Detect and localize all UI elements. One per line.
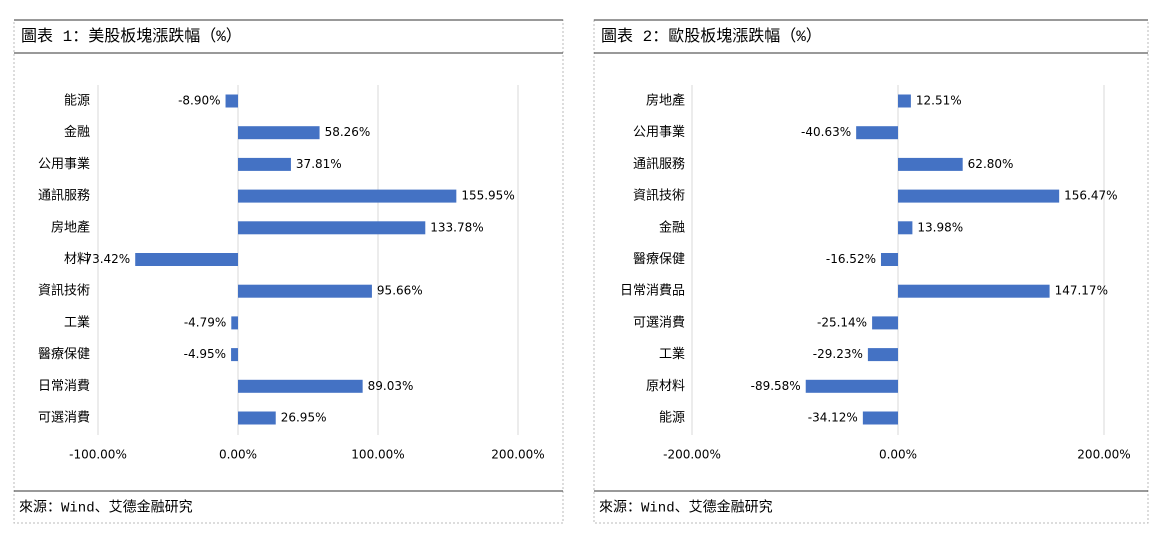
bar (238, 126, 320, 140)
category-label: 材料 (64, 252, 90, 267)
bar (238, 411, 276, 425)
category-label: 能源 (659, 411, 685, 426)
bar (238, 284, 372, 298)
bar (898, 189, 1060, 203)
category-label: 可選消費 (38, 411, 90, 426)
category-label: 資訊技術 (633, 189, 685, 204)
value-label: -89.58% (751, 379, 801, 393)
bar (898, 284, 1050, 298)
category-label: 通訊服務 (633, 157, 685, 172)
panel-border (13, 19, 564, 524)
category-label: 日常消費品 (620, 284, 685, 299)
bar (225, 94, 238, 108)
value-label: -25.14% (817, 315, 867, 329)
bar (231, 348, 238, 362)
category-label: 能源 (64, 94, 90, 109)
category-label: 可選消費 (633, 315, 685, 330)
bar (898, 94, 911, 108)
category-label: 工業 (659, 346, 685, 362)
category-label: 醫療保健 (633, 252, 685, 267)
bar (898, 221, 913, 235)
value-label: 156.47% (1064, 189, 1117, 203)
bar (867, 348, 898, 362)
value-label: 13.98% (917, 220, 963, 234)
category-label: 通訊服務 (38, 189, 90, 204)
value-label: 133.78% (430, 220, 483, 234)
chart-title: 圖表 1：美股板塊漲跌幅（%） (21, 27, 242, 46)
category-label: 資訊技術 (38, 284, 90, 299)
category-label: 日常消費 (38, 379, 90, 394)
bar (238, 157, 291, 171)
category-label: 房地產 (51, 219, 90, 235)
source: 來源：Wind、艾德金融研究 (599, 500, 773, 517)
x-tick-label: -100.00% (69, 448, 127, 462)
category-label: 醫療保健 (38, 347, 90, 362)
value-label: 37.81% (296, 157, 342, 171)
bar (862, 411, 898, 425)
value-label: -34.12% (808, 411, 858, 425)
bar (872, 316, 898, 330)
bar (898, 157, 963, 171)
x-tick-label: 200.00% (491, 448, 544, 462)
value-label: 62.80% (968, 157, 1014, 171)
value-label: 155.95% (461, 189, 514, 203)
bar (856, 126, 898, 140)
value-label: -73.42% (80, 252, 130, 266)
x-tick-label: 0.00% (879, 448, 917, 462)
category-label: 工業 (64, 314, 90, 330)
category-label: 金融 (64, 124, 90, 140)
chart-title: 圖表 2：歐股板塊漲跌幅（%） (601, 27, 822, 46)
bar (238, 379, 363, 393)
x-tick-label: 0.00% (219, 448, 257, 462)
category-label: 金融 (659, 219, 685, 235)
bar (238, 221, 426, 235)
value-label: -4.95% (184, 347, 226, 361)
category-label: 房地產 (646, 93, 685, 109)
source: 來源：Wind、艾德金融研究 (19, 500, 193, 517)
category-label: 公用事業 (38, 156, 90, 172)
bar (231, 316, 238, 330)
value-label: -8.90% (178, 94, 220, 108)
bar (805, 379, 898, 393)
x-tick-label: 200.00% (1077, 448, 1130, 462)
category-label: 原材料 (646, 379, 685, 394)
value-label: 12.51% (916, 94, 962, 108)
value-label: 95.66% (377, 284, 423, 298)
x-tick-label: -200.00% (663, 448, 721, 462)
category-label: 公用事業 (633, 124, 685, 140)
value-label: -29.23% (813, 347, 863, 361)
value-label: -4.79% (184, 315, 226, 329)
bar (238, 189, 457, 203)
bar (135, 253, 238, 266)
value-label: -16.52% (826, 252, 876, 266)
x-tick-label: 100.00% (351, 448, 404, 462)
value-label: -40.63% (801, 125, 851, 139)
value-label: 89.03% (368, 379, 414, 393)
value-label: 147.17% (1055, 284, 1108, 298)
value-label: 58.26% (325, 125, 371, 139)
value-label: 26.95% (281, 411, 327, 425)
bar (880, 253, 898, 266)
